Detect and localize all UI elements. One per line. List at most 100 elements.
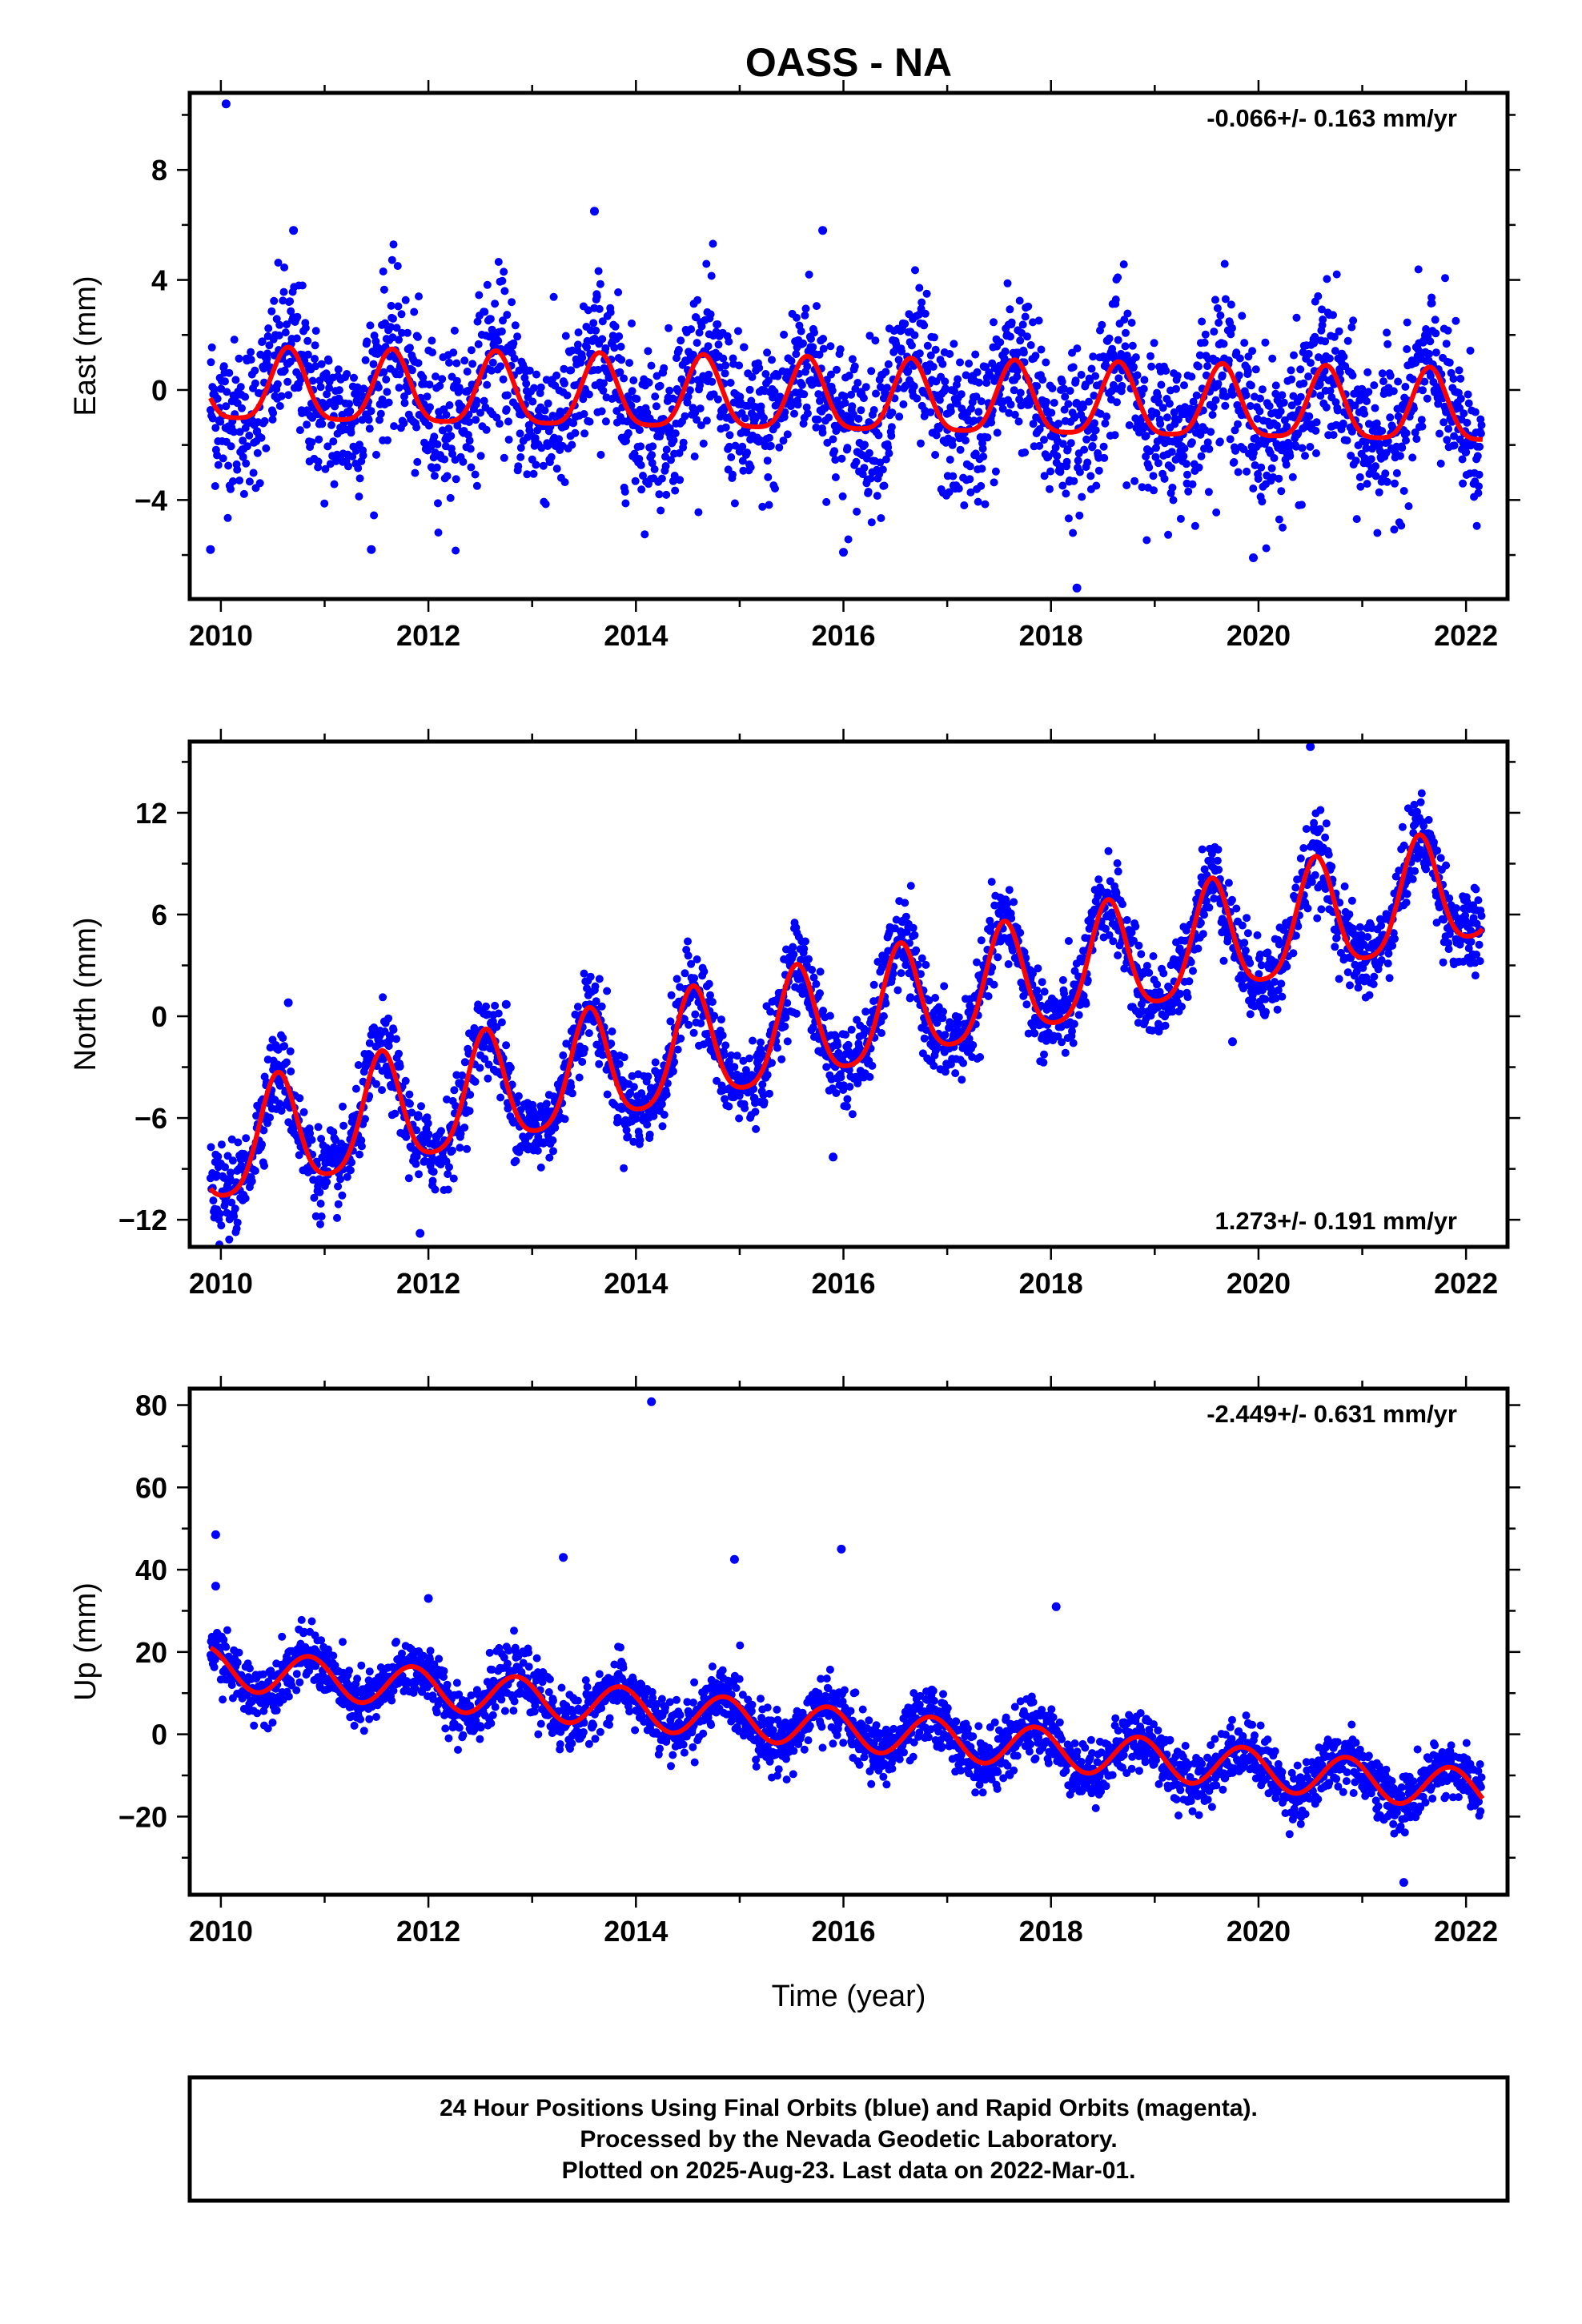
data-point — [529, 469, 538, 478]
data-point — [1312, 418, 1321, 427]
data-point — [207, 343, 216, 352]
data-point — [792, 1009, 801, 1018]
data-point — [696, 404, 705, 413]
data-point — [779, 436, 788, 445]
data-point — [1001, 347, 1010, 356]
data-point — [1475, 470, 1484, 479]
data-point — [1449, 375, 1458, 383]
data-point — [1069, 529, 1078, 537]
data-point — [592, 326, 600, 335]
data-point — [387, 255, 396, 264]
data-point — [644, 378, 653, 387]
data-point — [1292, 313, 1301, 322]
data-point — [1373, 529, 1382, 537]
data-point — [412, 423, 421, 432]
data-point — [1070, 1019, 1078, 1028]
data-point — [1189, 967, 1197, 975]
data-point — [1061, 1048, 1070, 1057]
data-point — [844, 535, 853, 544]
data-point — [537, 444, 546, 452]
data-point — [752, 1124, 761, 1133]
data-point — [547, 452, 556, 461]
x-tick-label: 2016 — [811, 619, 875, 652]
data-point — [532, 460, 540, 469]
data-point — [1279, 398, 1288, 407]
data-point — [709, 239, 717, 248]
data-point — [569, 419, 578, 428]
data-point — [393, 262, 402, 271]
data-point — [1022, 1000, 1031, 1009]
data-point — [1431, 316, 1439, 324]
data-point — [430, 432, 439, 441]
data-point — [843, 444, 852, 452]
data-point — [873, 492, 881, 501]
data-point — [1104, 846, 1113, 855]
data-point — [745, 1054, 753, 1063]
data-point — [693, 955, 701, 963]
data-point — [910, 331, 919, 340]
data-point — [1456, 374, 1465, 383]
data-point — [424, 1119, 432, 1128]
data-point — [1254, 475, 1263, 483]
data-point — [431, 1185, 440, 1194]
data-point — [1194, 944, 1203, 953]
data-point — [472, 416, 480, 424]
data-point — [771, 485, 779, 493]
data-point — [775, 443, 784, 452]
data-point — [1332, 270, 1341, 279]
data-point — [472, 396, 481, 405]
outlier-point — [839, 548, 848, 557]
data-point — [773, 1043, 781, 1052]
data-point — [536, 1163, 545, 1172]
data-point — [279, 296, 287, 305]
data-point — [503, 311, 512, 320]
data-point — [1343, 336, 1352, 345]
data-point — [1312, 449, 1320, 457]
data-point — [1371, 404, 1379, 412]
data-point — [241, 1194, 250, 1203]
data-point — [1441, 274, 1449, 283]
data-point — [1287, 375, 1296, 384]
data-point — [589, 319, 598, 328]
data-point — [1443, 326, 1452, 335]
data-point — [295, 1094, 304, 1103]
data-point — [1213, 304, 1222, 312]
data-point — [923, 341, 932, 350]
data-point — [635, 426, 644, 434]
data-point — [917, 298, 926, 307]
data-point — [1214, 845, 1223, 854]
data-point — [615, 332, 624, 340]
data-point — [763, 456, 772, 465]
data-point — [852, 457, 861, 466]
data-point — [815, 350, 824, 359]
data-point — [389, 1025, 398, 1034]
data-point — [946, 407, 955, 416]
data-point — [848, 1110, 857, 1119]
data-point — [1167, 464, 1176, 472]
data-point — [260, 1161, 268, 1170]
data-point — [1046, 467, 1055, 476]
data-point — [965, 360, 974, 368]
data-point — [708, 377, 717, 386]
data-point — [425, 380, 434, 389]
data-point — [1271, 381, 1280, 390]
data-point — [741, 414, 749, 423]
data-point — [708, 998, 717, 1007]
data-point — [1114, 273, 1122, 282]
data-point — [857, 406, 865, 415]
data-point — [432, 463, 441, 472]
data-point — [1039, 1058, 1048, 1067]
data-point — [1220, 259, 1229, 268]
data-point — [1160, 474, 1169, 483]
data-point — [400, 419, 408, 428]
data-point — [1118, 900, 1126, 909]
data-point — [433, 440, 442, 448]
data-point — [463, 1144, 472, 1153]
data-point — [392, 324, 401, 332]
outlier-point — [1249, 553, 1258, 562]
data-point — [257, 433, 266, 442]
data-point — [367, 407, 375, 416]
data-point — [1187, 438, 1196, 447]
data-point — [401, 296, 410, 304]
data-point — [951, 1069, 960, 1078]
